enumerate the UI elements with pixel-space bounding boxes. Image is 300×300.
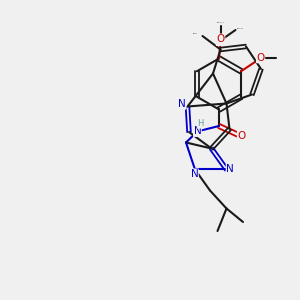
Text: N: N [178, 99, 186, 109]
Text: N: N [226, 164, 234, 175]
Text: methyl: methyl [193, 32, 197, 34]
Text: methoxy_t: methoxy_t [217, 22, 224, 23]
Text: O: O [237, 131, 246, 142]
Text: O: O [216, 34, 225, 44]
Text: methoxy1: methoxy1 [237, 28, 244, 29]
Text: H: H [197, 119, 204, 128]
Text: N: N [190, 169, 198, 179]
Text: O: O [216, 35, 225, 46]
Text: N: N [194, 126, 201, 136]
Text: O: O [256, 53, 265, 63]
